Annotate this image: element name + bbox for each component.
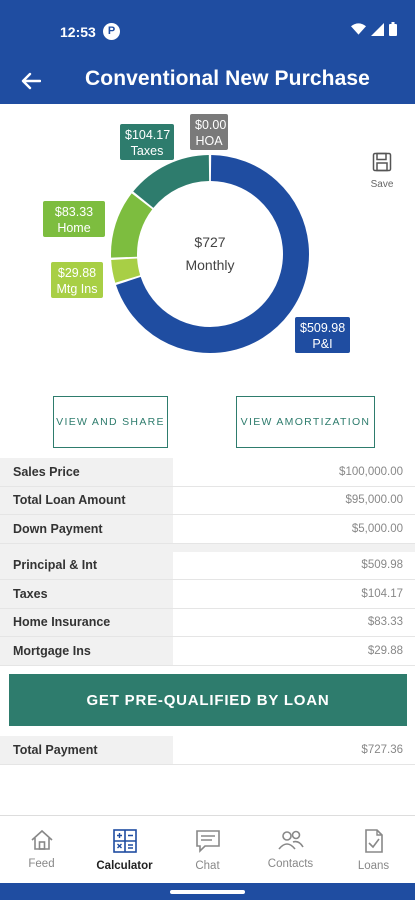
row-label: Sales Price (0, 458, 173, 486)
row-value: $5,000.00 (351, 522, 403, 535)
row-label: Total Payment (0, 736, 173, 764)
table-row: Mortgage Ins $29.88 (0, 637, 415, 666)
row-value: $95,000.00 (345, 494, 403, 507)
chart-center-label: Monthly (185, 257, 235, 273)
table-row: Sales Price $100,000.00 (0, 458, 415, 487)
home-gesture-pill[interactable] (170, 890, 245, 894)
slice-value-home-ins: $83.33 (54, 205, 94, 219)
slice-label-taxes: $104.17 Taxes (120, 124, 174, 160)
table-row: Down Payment $5,000.00 (0, 515, 415, 544)
chat-icon (195, 830, 220, 853)
donut-slice-taxes (133, 155, 210, 209)
row-label: Down Payment (0, 515, 173, 543)
get-pre-qualified-button[interactable]: GET PRE-QUALIFIED BY LOAN (9, 674, 407, 726)
table-row: Principal & Int $509.98 (0, 551, 415, 580)
row-value: $83.33 (367, 616, 403, 629)
view-and-share-button[interactable]: VIEW AND SHARE (53, 396, 168, 448)
row-value: $104.17 (361, 587, 403, 600)
back-button[interactable] (16, 66, 46, 96)
slice-value-mtg-ins: $29.88 (57, 266, 97, 280)
slice-name-pi: P&I (312, 337, 333, 351)
signal-icon (371, 22, 384, 36)
table-row: Taxes $104.17 (0, 580, 415, 609)
loan-summary-table: Sales Price $100,000.00 Total Loan Amoun… (0, 458, 415, 666)
wifi-icon (351, 23, 366, 35)
app-bar: Conventional New Purchase (0, 62, 415, 104)
slice-name-taxes: Taxes (130, 144, 164, 158)
row-label: Home Insurance (0, 608, 173, 636)
nav-item-calculator[interactable]: Calculator (83, 816, 166, 883)
slice-value-pi: $509.98 (300, 321, 346, 335)
contacts-icon (277, 830, 304, 850)
bottom-navigation: Feed Calculator Chat Contacts Loans (0, 815, 415, 883)
home-icon (30, 829, 53, 850)
payment-chart: $727 Monthly $104.17 Taxes $0.00 HOA $83… (0, 104, 415, 394)
gesture-bar (0, 883, 415, 900)
slice-label-pi: $509.98 P&I (295, 317, 350, 353)
save-label: Save (370, 179, 394, 190)
donut-slice-home-ins (111, 193, 153, 258)
row-label: Mortgage Ins (0, 637, 173, 665)
row-label: Taxes (0, 580, 173, 608)
total-payment-row: Total Payment $727.36 (0, 736, 415, 765)
nav-item-contacts[interactable]: Contacts (249, 816, 332, 883)
row-value: $727.36 (361, 743, 403, 756)
save-button[interactable]: Save (366, 152, 398, 190)
page-title: Conventional New Purchase (85, 67, 370, 90)
status-bar: 12:53 P (0, 0, 415, 62)
view-amortization-button[interactable]: VIEW AMORTIZATION (236, 396, 375, 448)
status-time: 12:53 (60, 24, 96, 40)
slice-name-home-ins: Home Ins (57, 221, 91, 251)
save-icon (372, 152, 392, 172)
row-label: Total Loan Amount (0, 486, 173, 514)
nav-label: Feed (28, 858, 55, 870)
slice-label-hoa: $0.00 HOA (190, 114, 228, 150)
battery-icon (389, 22, 397, 36)
row-label: Principal & Int (0, 551, 173, 579)
slice-label-home-ins: $83.33 Home Ins (43, 201, 105, 251)
slice-value-taxes: $104.17 (125, 128, 171, 142)
donut-chart (111, 155, 309, 353)
section-divider (0, 543, 415, 552)
row-value: $29.88 (367, 644, 403, 657)
chart-center-amount: $727 (194, 234, 226, 250)
loans-icon (364, 829, 383, 853)
notification-badge-icon: P (103, 23, 120, 40)
row-value: $100,000.00 (339, 465, 403, 478)
nav-item-loans[interactable]: Loans (332, 816, 415, 883)
donut-slice-mtg-ins (111, 258, 141, 283)
nav-item-feed[interactable]: Feed (0, 816, 83, 883)
nav-label: Contacts (267, 858, 314, 870)
row-value: $509.98 (361, 559, 403, 572)
table-row: Total Loan Amount $95,000.00 (0, 486, 415, 515)
arrow-left-icon (21, 72, 41, 90)
slice-value-hoa: $0.00 (195, 118, 227, 132)
calculator-icon (112, 829, 137, 853)
total-table: Total Payment $727.36 (0, 736, 415, 765)
nav-label: Calculator (96, 860, 153, 872)
nav-label: Loans (357, 860, 390, 872)
nav-item-chat[interactable]: Chat (166, 816, 249, 883)
nav-label: Chat (195, 860, 220, 872)
status-icons (351, 22, 397, 36)
slice-label-mtg-ins: $29.88 Mtg Ins (51, 262, 103, 298)
slice-name-hoa: HOA (195, 134, 223, 148)
donut-slice-p-i (116, 155, 309, 353)
slice-name-mtg-ins: Mtg Ins (56, 282, 98, 296)
table-row: Home Insurance $83.33 (0, 608, 415, 637)
